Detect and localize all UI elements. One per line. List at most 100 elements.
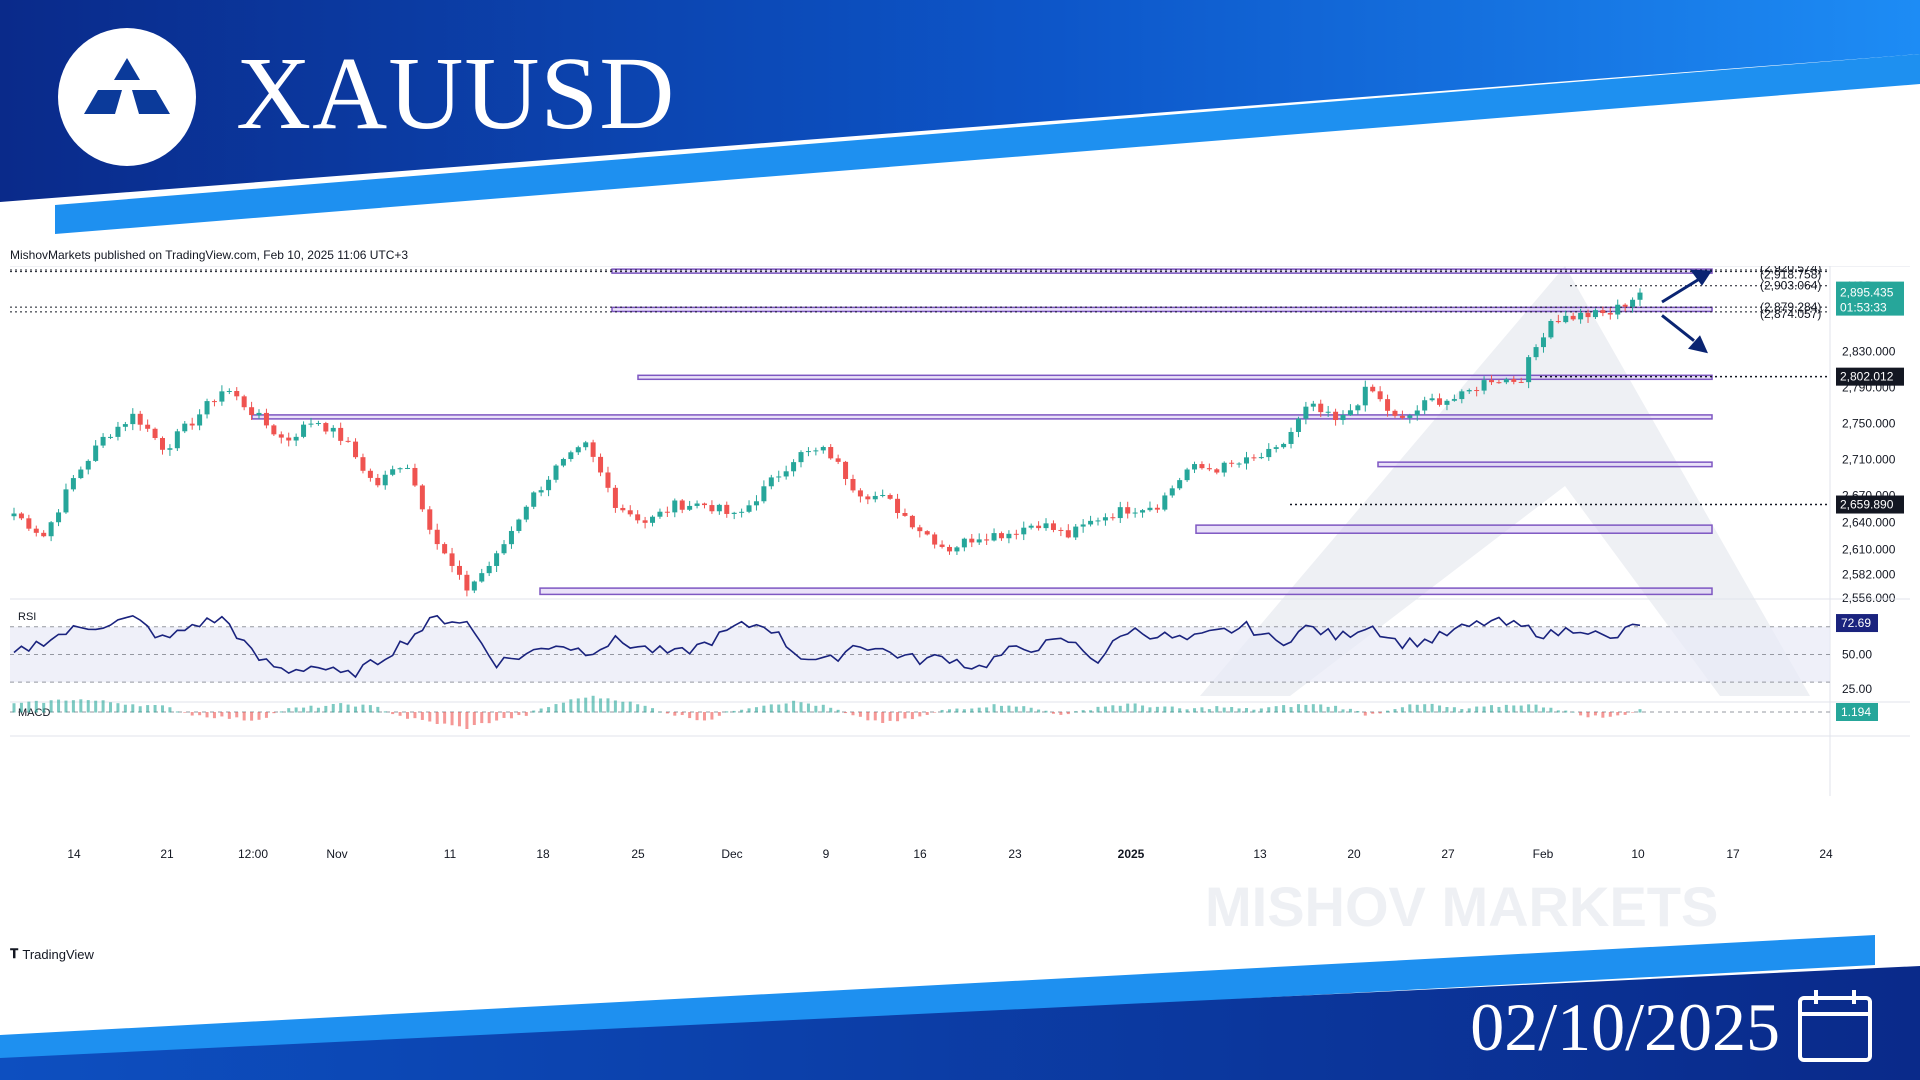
macd-bar (368, 705, 372, 713)
logo (58, 28, 196, 166)
candle (1243, 451, 1249, 470)
candle (1555, 314, 1561, 324)
macd-bar (806, 703, 810, 713)
candle (1370, 384, 1376, 393)
candle (1043, 518, 1049, 531)
macd-bar (1408, 704, 1412, 713)
candle (731, 511, 737, 520)
candle (553, 464, 559, 483)
tradingview-logo-icon: 𝐓 (10, 946, 19, 961)
candle (932, 532, 938, 549)
candle (679, 499, 685, 514)
macd-bar (1586, 712, 1590, 718)
macd-bar (12, 703, 16, 713)
macd-bar (309, 705, 313, 713)
candle (1028, 523, 1034, 530)
macd-bar (264, 712, 268, 718)
rsi-line (13, 614, 1641, 679)
rsi-value-label: 72.69 (1841, 616, 1871, 630)
macd-bar (175, 711, 179, 713)
macd-bar (480, 712, 484, 724)
candle (345, 437, 351, 443)
macd-bar (992, 704, 996, 713)
candle (1058, 527, 1064, 537)
macd-bar (1534, 704, 1538, 713)
candle (672, 498, 678, 518)
candle (1080, 519, 1086, 533)
top-banner (0, 0, 1920, 234)
candle (961, 537, 967, 552)
macd-bar (1631, 712, 1635, 713)
macd-bar (680, 712, 684, 716)
candle (197, 409, 203, 431)
candle (1511, 376, 1517, 385)
y-tick-label: 2,710.000 (1842, 452, 1896, 466)
candle (360, 453, 366, 474)
macd-bar (420, 712, 424, 720)
countdown-label: 01:53:33 (1840, 301, 1887, 315)
candle (1021, 521, 1027, 541)
candle (1518, 377, 1524, 384)
macd-bar (413, 712, 417, 719)
macd-bar (1467, 708, 1471, 713)
macd-value-badge (1836, 703, 1878, 721)
candle (1036, 521, 1042, 531)
candle (419, 484, 425, 512)
candle (1429, 393, 1435, 402)
macd-bar (740, 709, 744, 713)
macd-bar (49, 700, 53, 713)
candle (249, 401, 255, 420)
macd-bar (1252, 709, 1256, 713)
candle (1548, 318, 1554, 340)
price-chart: MISHOV MARKETS USD2,830.0002,790.0002,75… (10, 266, 1910, 938)
macd-bar (1296, 704, 1300, 713)
macd-bar (970, 708, 974, 713)
candle (1437, 393, 1443, 407)
macd-bar (272, 712, 276, 714)
macd-bar (606, 698, 610, 713)
candle (590, 439, 596, 463)
candle (909, 514, 915, 530)
key-level-badge (1836, 495, 1904, 514)
arrow-down-head (1688, 335, 1708, 354)
macd-bar (569, 699, 573, 713)
macd-bar (1096, 706, 1100, 713)
candle (939, 540, 945, 549)
x-tick-label: 11 (444, 847, 457, 861)
bottom-banner (0, 935, 1920, 1080)
candle (1088, 515, 1094, 527)
macd-bar (1519, 705, 1523, 713)
macd-bar (754, 707, 758, 713)
zone-rect (539, 587, 1713, 596)
macd-bar (1386, 710, 1390, 713)
macd-bar (138, 706, 142, 713)
y-tick-label: 2,640.000 (1842, 515, 1896, 529)
macd-bar (1497, 706, 1501, 713)
macd-bar (235, 712, 239, 718)
candle (991, 528, 997, 542)
candle (694, 500, 700, 509)
macd-bar (1393, 709, 1397, 713)
macd-bar (383, 711, 387, 713)
macd-bar (220, 712, 224, 717)
macd-bar (34, 700, 38, 713)
macd-bar (1267, 707, 1271, 713)
macd-bar (1334, 705, 1338, 713)
candle (56, 509, 62, 527)
candle (642, 516, 648, 529)
macd-bar (279, 711, 283, 713)
macd-bar (1460, 709, 1464, 713)
macd-bar (391, 712, 395, 715)
key-level-badge (1836, 367, 1904, 386)
candle (546, 476, 552, 497)
candle (390, 465, 396, 477)
candle (174, 428, 180, 452)
candle (1236, 462, 1242, 468)
candle (41, 530, 47, 538)
candle (984, 533, 990, 545)
candle (523, 505, 529, 523)
candle (880, 489, 886, 498)
candle (434, 523, 440, 550)
x-tick-label: Feb (1533, 847, 1554, 861)
macd-bar (257, 712, 261, 720)
